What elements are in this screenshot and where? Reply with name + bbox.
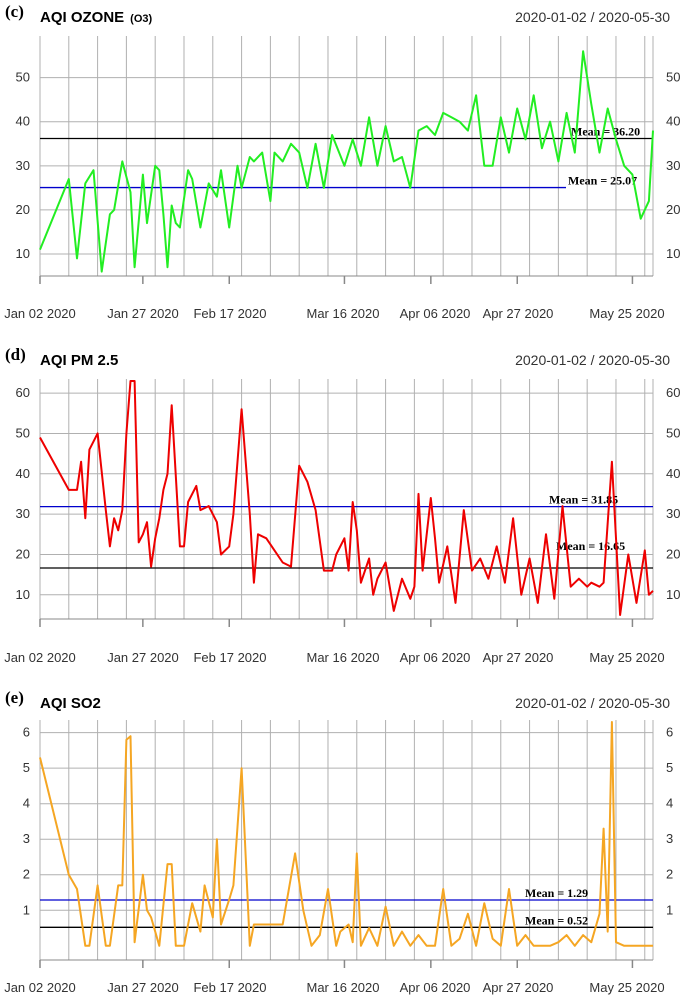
chart-panel-2: (e) AQI SO2 2020-01-02 / 2020-05-30 1 1 2 2 3 3 4…	[4, 688, 673, 995]
mean-label: Mean = 0.52	[525, 913, 588, 927]
y-tick-label-left: 4	[23, 796, 30, 811]
x-tick-label: Mar 16 2020	[307, 650, 380, 665]
y-tick-label-right: 10	[666, 246, 680, 261]
y-tick-label-left: 10	[16, 246, 30, 261]
x-tick-label: May 25 2020	[589, 980, 664, 995]
y-tick-label-left: 50	[16, 425, 30, 440]
chart-title-main: AQI OZONE	[40, 9, 124, 26]
mean-label: Mean = 31.85	[549, 493, 618, 507]
date-range: 2020-01-02 / 2020-05-30	[515, 352, 670, 368]
mean-label: Mean = 1.29	[525, 886, 588, 900]
y-tick-label-right: 5	[666, 760, 673, 775]
chart-title-main: AQI SO2	[40, 695, 101, 712]
x-tick-label: Apr 27 2020	[483, 306, 554, 321]
date-range: 2020-01-02 / 2020-05-30	[515, 695, 670, 711]
panel-letter: (e)	[5, 688, 24, 707]
x-tick-label: May 25 2020	[589, 306, 664, 321]
panel-letter: (c)	[5, 2, 24, 21]
y-tick-label-right: 50	[666, 425, 680, 440]
y-tick-label-right: 1	[666, 902, 673, 917]
chart-panel-0: (c) AQI OZONE (O3) 2020-01-02 / 2020-05-30 1…	[4, 2, 680, 321]
panel-letter: (d)	[5, 345, 26, 364]
y-tick-label-right: 40	[666, 466, 680, 481]
y-tick-label-left: 2	[23, 867, 30, 882]
chart-panel-1: (d) AQI PM 2.5 2020-01-02 / 2020-05-30 10 10…	[4, 345, 680, 665]
y-tick-label-left: 5	[23, 760, 30, 775]
chart-title: AQI PM 2.5	[40, 352, 118, 369]
mean-label: Mean = 36.20	[571, 124, 640, 138]
date-range: 2020-01-02 / 2020-05-30	[515, 9, 670, 25]
x-tick-label: Apr 06 2020	[400, 980, 471, 995]
y-tick-label-left: 20	[16, 202, 30, 217]
x-tick-label: Jan 02 2020	[4, 650, 76, 665]
chart-title-sub: (O3)	[130, 13, 152, 25]
y-tick-label-left: 40	[16, 466, 30, 481]
x-tick-label: Feb 17 2020	[193, 650, 266, 665]
y-tick-label-right: 10	[666, 587, 680, 602]
x-tick-label: Apr 06 2020	[400, 306, 471, 321]
x-tick-label: Feb 17 2020	[193, 306, 266, 321]
x-tick-label: Jan 02 2020	[4, 306, 76, 321]
chart-title: AQI OZONE (O3)	[40, 9, 153, 26]
x-tick-label: Apr 27 2020	[483, 980, 554, 995]
x-tick-label: Jan 02 2020	[4, 980, 76, 995]
y-tick-label-left: 30	[16, 158, 30, 173]
y-tick-label-right: 40	[666, 114, 680, 129]
chart-title: AQI SO2	[40, 695, 101, 712]
y-tick-label-left: 6	[23, 725, 30, 740]
y-tick-label-right: 30	[666, 506, 680, 521]
series-line	[39, 721, 653, 947]
y-tick-label-right: 30	[666, 158, 680, 173]
y-tick-label-left: 50	[16, 70, 30, 85]
y-tick-label-right: 6	[666, 725, 673, 740]
series-line	[39, 380, 654, 616]
mean-label: Mean = 25.07	[568, 174, 637, 188]
y-tick-label-left: 20	[16, 546, 30, 561]
y-tick-label-left: 10	[16, 587, 30, 602]
x-tick-label: Jan 27 2020	[107, 650, 179, 665]
chart-title-main: AQI PM 2.5	[40, 352, 118, 369]
y-tick-label-right: 60	[666, 385, 680, 400]
mean-label: Mean = 16.65	[556, 539, 625, 553]
y-tick-label-right: 3	[666, 831, 673, 846]
y-tick-label-right: 4	[666, 796, 673, 811]
y-tick-label-left: 30	[16, 506, 30, 521]
x-tick-label: May 25 2020	[589, 650, 664, 665]
y-tick-label-right: 20	[666, 202, 680, 217]
y-tick-label-left: 3	[23, 831, 30, 846]
y-tick-label-right: 50	[666, 70, 680, 85]
x-tick-label: Jan 27 2020	[107, 980, 179, 995]
series-line	[39, 50, 654, 273]
x-tick-label: Mar 16 2020	[307, 306, 380, 321]
y-tick-label-right: 2	[666, 867, 673, 882]
y-tick-label-right: 20	[666, 546, 680, 561]
x-tick-label: Apr 06 2020	[400, 650, 471, 665]
x-tick-label: Feb 17 2020	[193, 980, 266, 995]
x-tick-label: Apr 27 2020	[483, 650, 554, 665]
x-tick-label: Jan 27 2020	[107, 306, 179, 321]
y-tick-label-left: 40	[16, 114, 30, 129]
y-tick-label-left: 60	[16, 385, 30, 400]
y-tick-label-left: 1	[23, 902, 30, 917]
x-tick-label: Mar 16 2020	[307, 980, 380, 995]
